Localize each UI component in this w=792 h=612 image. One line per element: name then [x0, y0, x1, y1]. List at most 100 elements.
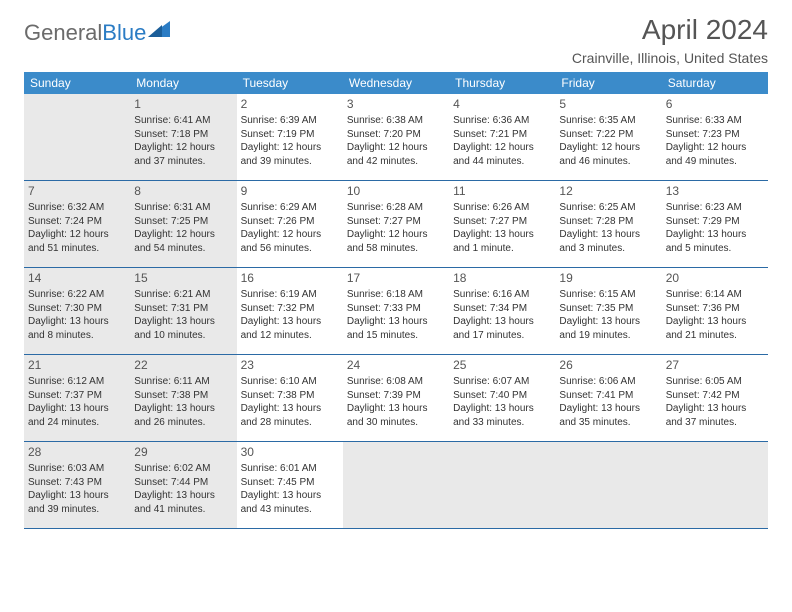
daylight-text: Daylight: 12 hours and 54 minutes.	[134, 228, 232, 255]
daylight-text: Daylight: 13 hours and 5 minutes.	[666, 228, 764, 255]
day-number: 24	[347, 357, 445, 373]
sunrise-text: Sunrise: 6:38 AM	[347, 114, 445, 128]
brand-logo: GeneralBlue	[24, 14, 170, 46]
day-number: 11	[453, 183, 551, 199]
calendar-header-row: Sunday Monday Tuesday Wednesday Thursday…	[24, 72, 768, 94]
title-block: April 2024 Crainville, Illinois, United …	[572, 14, 768, 66]
calendar-day-cell: 18Sunrise: 6:16 AMSunset: 7:34 PMDayligh…	[449, 268, 555, 354]
sunset-text: Sunset: 7:32 PM	[241, 302, 339, 316]
daylight-text: Daylight: 13 hours and 12 minutes.	[241, 315, 339, 342]
sunset-text: Sunset: 7:30 PM	[28, 302, 126, 316]
daylight-text: Daylight: 13 hours and 8 minutes.	[28, 315, 126, 342]
daylight-text: Daylight: 13 hours and 35 minutes.	[559, 402, 657, 429]
sunset-text: Sunset: 7:40 PM	[453, 389, 551, 403]
sunset-text: Sunset: 7:38 PM	[134, 389, 232, 403]
sunrise-text: Sunrise: 6:16 AM	[453, 288, 551, 302]
calendar-day-cell: 2Sunrise: 6:39 AMSunset: 7:19 PMDaylight…	[237, 94, 343, 180]
weekday-header: Thursday	[449, 72, 555, 94]
day-number: 27	[666, 357, 764, 373]
calendar-day-cell	[343, 442, 449, 528]
day-number: 12	[559, 183, 657, 199]
calendar-day-cell: 28Sunrise: 6:03 AMSunset: 7:43 PMDayligh…	[24, 442, 130, 528]
location-text: Crainville, Illinois, United States	[572, 50, 768, 66]
daylight-text: Daylight: 13 hours and 26 minutes.	[134, 402, 232, 429]
daylight-text: Daylight: 13 hours and 19 minutes.	[559, 315, 657, 342]
daylight-text: Daylight: 12 hours and 51 minutes.	[28, 228, 126, 255]
sunset-text: Sunset: 7:43 PM	[28, 476, 126, 490]
calendar-day-cell: 7Sunrise: 6:32 AMSunset: 7:24 PMDaylight…	[24, 181, 130, 267]
day-number: 25	[453, 357, 551, 373]
sunrise-text: Sunrise: 6:28 AM	[347, 201, 445, 215]
calendar-body: 1Sunrise: 6:41 AMSunset: 7:18 PMDaylight…	[24, 94, 768, 529]
calendar-day-cell: 15Sunrise: 6:21 AMSunset: 7:31 PMDayligh…	[130, 268, 236, 354]
sunset-text: Sunset: 7:26 PM	[241, 215, 339, 229]
daylight-text: Daylight: 12 hours and 37 minutes.	[134, 141, 232, 168]
day-number: 2	[241, 96, 339, 112]
sunrise-text: Sunrise: 6:02 AM	[134, 462, 232, 476]
sunrise-text: Sunrise: 6:15 AM	[559, 288, 657, 302]
sunset-text: Sunset: 7:20 PM	[347, 128, 445, 142]
calendar-day-cell: 22Sunrise: 6:11 AMSunset: 7:38 PMDayligh…	[130, 355, 236, 441]
calendar-day-cell: 12Sunrise: 6:25 AMSunset: 7:28 PMDayligh…	[555, 181, 661, 267]
day-number: 26	[559, 357, 657, 373]
sunrise-text: Sunrise: 6:35 AM	[559, 114, 657, 128]
day-number: 21	[28, 357, 126, 373]
sunset-text: Sunset: 7:22 PM	[559, 128, 657, 142]
daylight-text: Daylight: 13 hours and 37 minutes.	[666, 402, 764, 429]
calendar-day-cell: 14Sunrise: 6:22 AMSunset: 7:30 PMDayligh…	[24, 268, 130, 354]
day-number: 23	[241, 357, 339, 373]
weekday-header: Tuesday	[237, 72, 343, 94]
weekday-header: Wednesday	[343, 72, 449, 94]
calendar-day-cell: 29Sunrise: 6:02 AMSunset: 7:44 PMDayligh…	[130, 442, 236, 528]
weekday-header: Sunday	[24, 72, 130, 94]
calendar-day-cell: 17Sunrise: 6:18 AMSunset: 7:33 PMDayligh…	[343, 268, 449, 354]
daylight-text: Daylight: 13 hours and 17 minutes.	[453, 315, 551, 342]
weekday-header: Friday	[555, 72, 661, 94]
day-number: 16	[241, 270, 339, 286]
day-number: 15	[134, 270, 232, 286]
sunset-text: Sunset: 7:35 PM	[559, 302, 657, 316]
brand-part1: General	[24, 20, 102, 46]
day-number: 20	[666, 270, 764, 286]
daylight-text: Daylight: 13 hours and 1 minute.	[453, 228, 551, 255]
sunrise-text: Sunrise: 6:07 AM	[453, 375, 551, 389]
sunrise-text: Sunrise: 6:01 AM	[241, 462, 339, 476]
sunset-text: Sunset: 7:23 PM	[666, 128, 764, 142]
calendar-day-cell: 27Sunrise: 6:05 AMSunset: 7:42 PMDayligh…	[662, 355, 768, 441]
calendar-day-cell	[662, 442, 768, 528]
calendar-day-cell: 26Sunrise: 6:06 AMSunset: 7:41 PMDayligh…	[555, 355, 661, 441]
daylight-text: Daylight: 12 hours and 44 minutes.	[453, 141, 551, 168]
day-number: 13	[666, 183, 764, 199]
sunset-text: Sunset: 7:38 PM	[241, 389, 339, 403]
sunrise-text: Sunrise: 6:32 AM	[28, 201, 126, 215]
daylight-text: Daylight: 13 hours and 3 minutes.	[559, 228, 657, 255]
calendar-day-cell: 25Sunrise: 6:07 AMSunset: 7:40 PMDayligh…	[449, 355, 555, 441]
sunset-text: Sunset: 7:28 PM	[559, 215, 657, 229]
sunrise-text: Sunrise: 6:23 AM	[666, 201, 764, 215]
day-number: 9	[241, 183, 339, 199]
calendar-day-cell: 24Sunrise: 6:08 AMSunset: 7:39 PMDayligh…	[343, 355, 449, 441]
daylight-text: Daylight: 13 hours and 28 minutes.	[241, 402, 339, 429]
daylight-text: Daylight: 13 hours and 24 minutes.	[28, 402, 126, 429]
sunrise-text: Sunrise: 6:33 AM	[666, 114, 764, 128]
calendar-day-cell: 1Sunrise: 6:41 AMSunset: 7:18 PMDaylight…	[130, 94, 236, 180]
sunrise-text: Sunrise: 6:10 AM	[241, 375, 339, 389]
day-number: 8	[134, 183, 232, 199]
sunrise-text: Sunrise: 6:18 AM	[347, 288, 445, 302]
day-number: 29	[134, 444, 232, 460]
sunset-text: Sunset: 7:44 PM	[134, 476, 232, 490]
day-number: 1	[134, 96, 232, 112]
sunrise-text: Sunrise: 6:11 AM	[134, 375, 232, 389]
sunset-text: Sunset: 7:41 PM	[559, 389, 657, 403]
sunset-text: Sunset: 7:19 PM	[241, 128, 339, 142]
calendar-day-cell	[24, 94, 130, 180]
daylight-text: Daylight: 12 hours and 39 minutes.	[241, 141, 339, 168]
calendar-page: GeneralBlue April 2024 Crainville, Illin…	[0, 0, 792, 549]
daylight-text: Daylight: 13 hours and 21 minutes.	[666, 315, 764, 342]
daylight-text: Daylight: 13 hours and 30 minutes.	[347, 402, 445, 429]
calendar-day-cell: 8Sunrise: 6:31 AMSunset: 7:25 PMDaylight…	[130, 181, 236, 267]
weekday-header: Monday	[130, 72, 236, 94]
sunrise-text: Sunrise: 6:14 AM	[666, 288, 764, 302]
sunrise-text: Sunrise: 6:26 AM	[453, 201, 551, 215]
sunrise-text: Sunrise: 6:12 AM	[28, 375, 126, 389]
